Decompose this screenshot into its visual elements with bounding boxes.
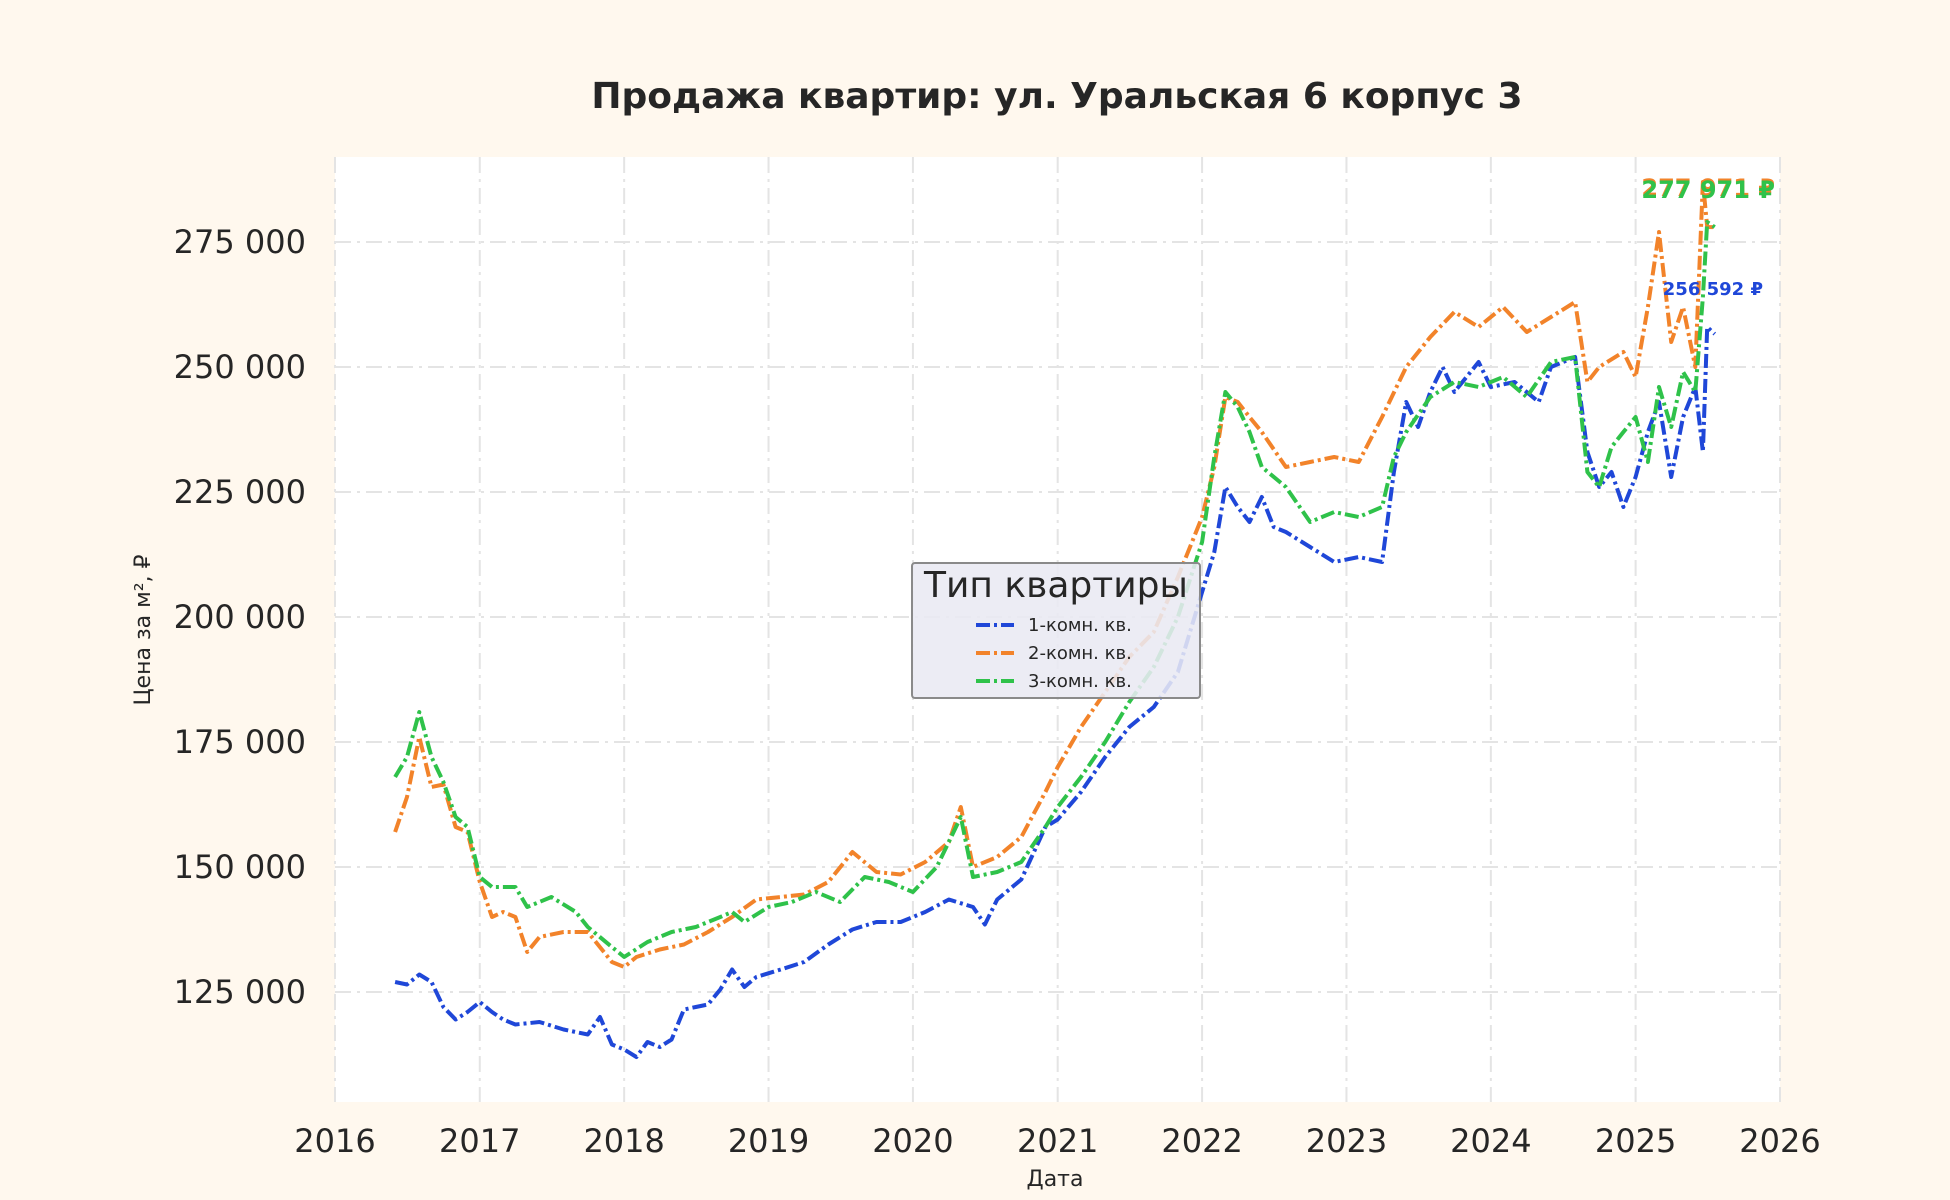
y-tick-label: 200 000 — [174, 598, 306, 636]
x-axis-label: Дата — [1027, 1167, 1084, 1192]
legend-label-1: 1-комн. кв. — [1028, 615, 1132, 636]
x-tick-label: 2021 — [1017, 1122, 1098, 1160]
x-tick-label: 2026 — [1739, 1122, 1820, 1160]
x-tick-label: 2017 — [439, 1122, 520, 1160]
y-axis-ticks: 125 000 150 000 175 000 200 000 225 000 250 0… — [174, 223, 306, 1011]
legend-label-2: 2-комн. кв. — [1028, 643, 1132, 664]
series-end-label-3: 277 971 ₽ — [1641, 176, 1775, 204]
x-tick-label: 2020 — [872, 1122, 953, 1160]
x-tick-label: 2023 — [1306, 1122, 1387, 1160]
legend-title: Тип квартиры — [923, 565, 1188, 606]
legend: Тип квартиры 1-комн. кв. 2-комн. кв. 3-ком… — [911, 562, 1201, 699]
series-layer — [393, 180, 1717, 1059]
x-tick-label: 2022 — [1161, 1122, 1242, 1160]
y-tick-label: 250 000 — [174, 348, 306, 386]
series-line-2 — [393, 180, 1715, 969]
x-tick-label: 2016 — [294, 1122, 375, 1160]
x-tick-label: 2018 — [583, 1122, 664, 1160]
y-tick-label: 150 000 — [174, 848, 306, 886]
y-tick-label: 125 000 — [174, 973, 306, 1011]
legend-label-3: 3-комн. кв. — [1028, 671, 1132, 692]
y-tick-label: 275 000 — [174, 223, 306, 261]
y-tick-label: 175 000 — [174, 723, 306, 761]
legend-items: 1-комн. кв. 2-комн. кв. 3-комн. кв. — [976, 615, 1132, 692]
x-tick-label: 2025 — [1595, 1122, 1676, 1160]
x-tick-label: 2024 — [1450, 1122, 1531, 1160]
y-tick-label: 225 000 — [174, 473, 306, 511]
end-labels: 256 592 ₽277 971 ₽277 971 ₽ — [1641, 174, 1775, 300]
legend-box — [911, 562, 1201, 699]
x-tick-label: 2019 — [728, 1122, 809, 1160]
series-line-3 — [393, 220, 1716, 959]
chart-title: Продажа квартир: ул. Уральская 6 корпус … — [591, 76, 1522, 117]
series-end-label-1: 256 592 ₽ — [1663, 279, 1763, 300]
series-line-1 — [394, 325, 1717, 1059]
series-end-label-2: 277 971 ₽ — [1641, 174, 1775, 202]
y-axis-label: Цена за м², ₽ — [131, 554, 156, 705]
x-axis-ticks: 2016 2017 2018 2019 2020 2021 2022 2023 2024 2025… — [294, 1122, 1820, 1160]
